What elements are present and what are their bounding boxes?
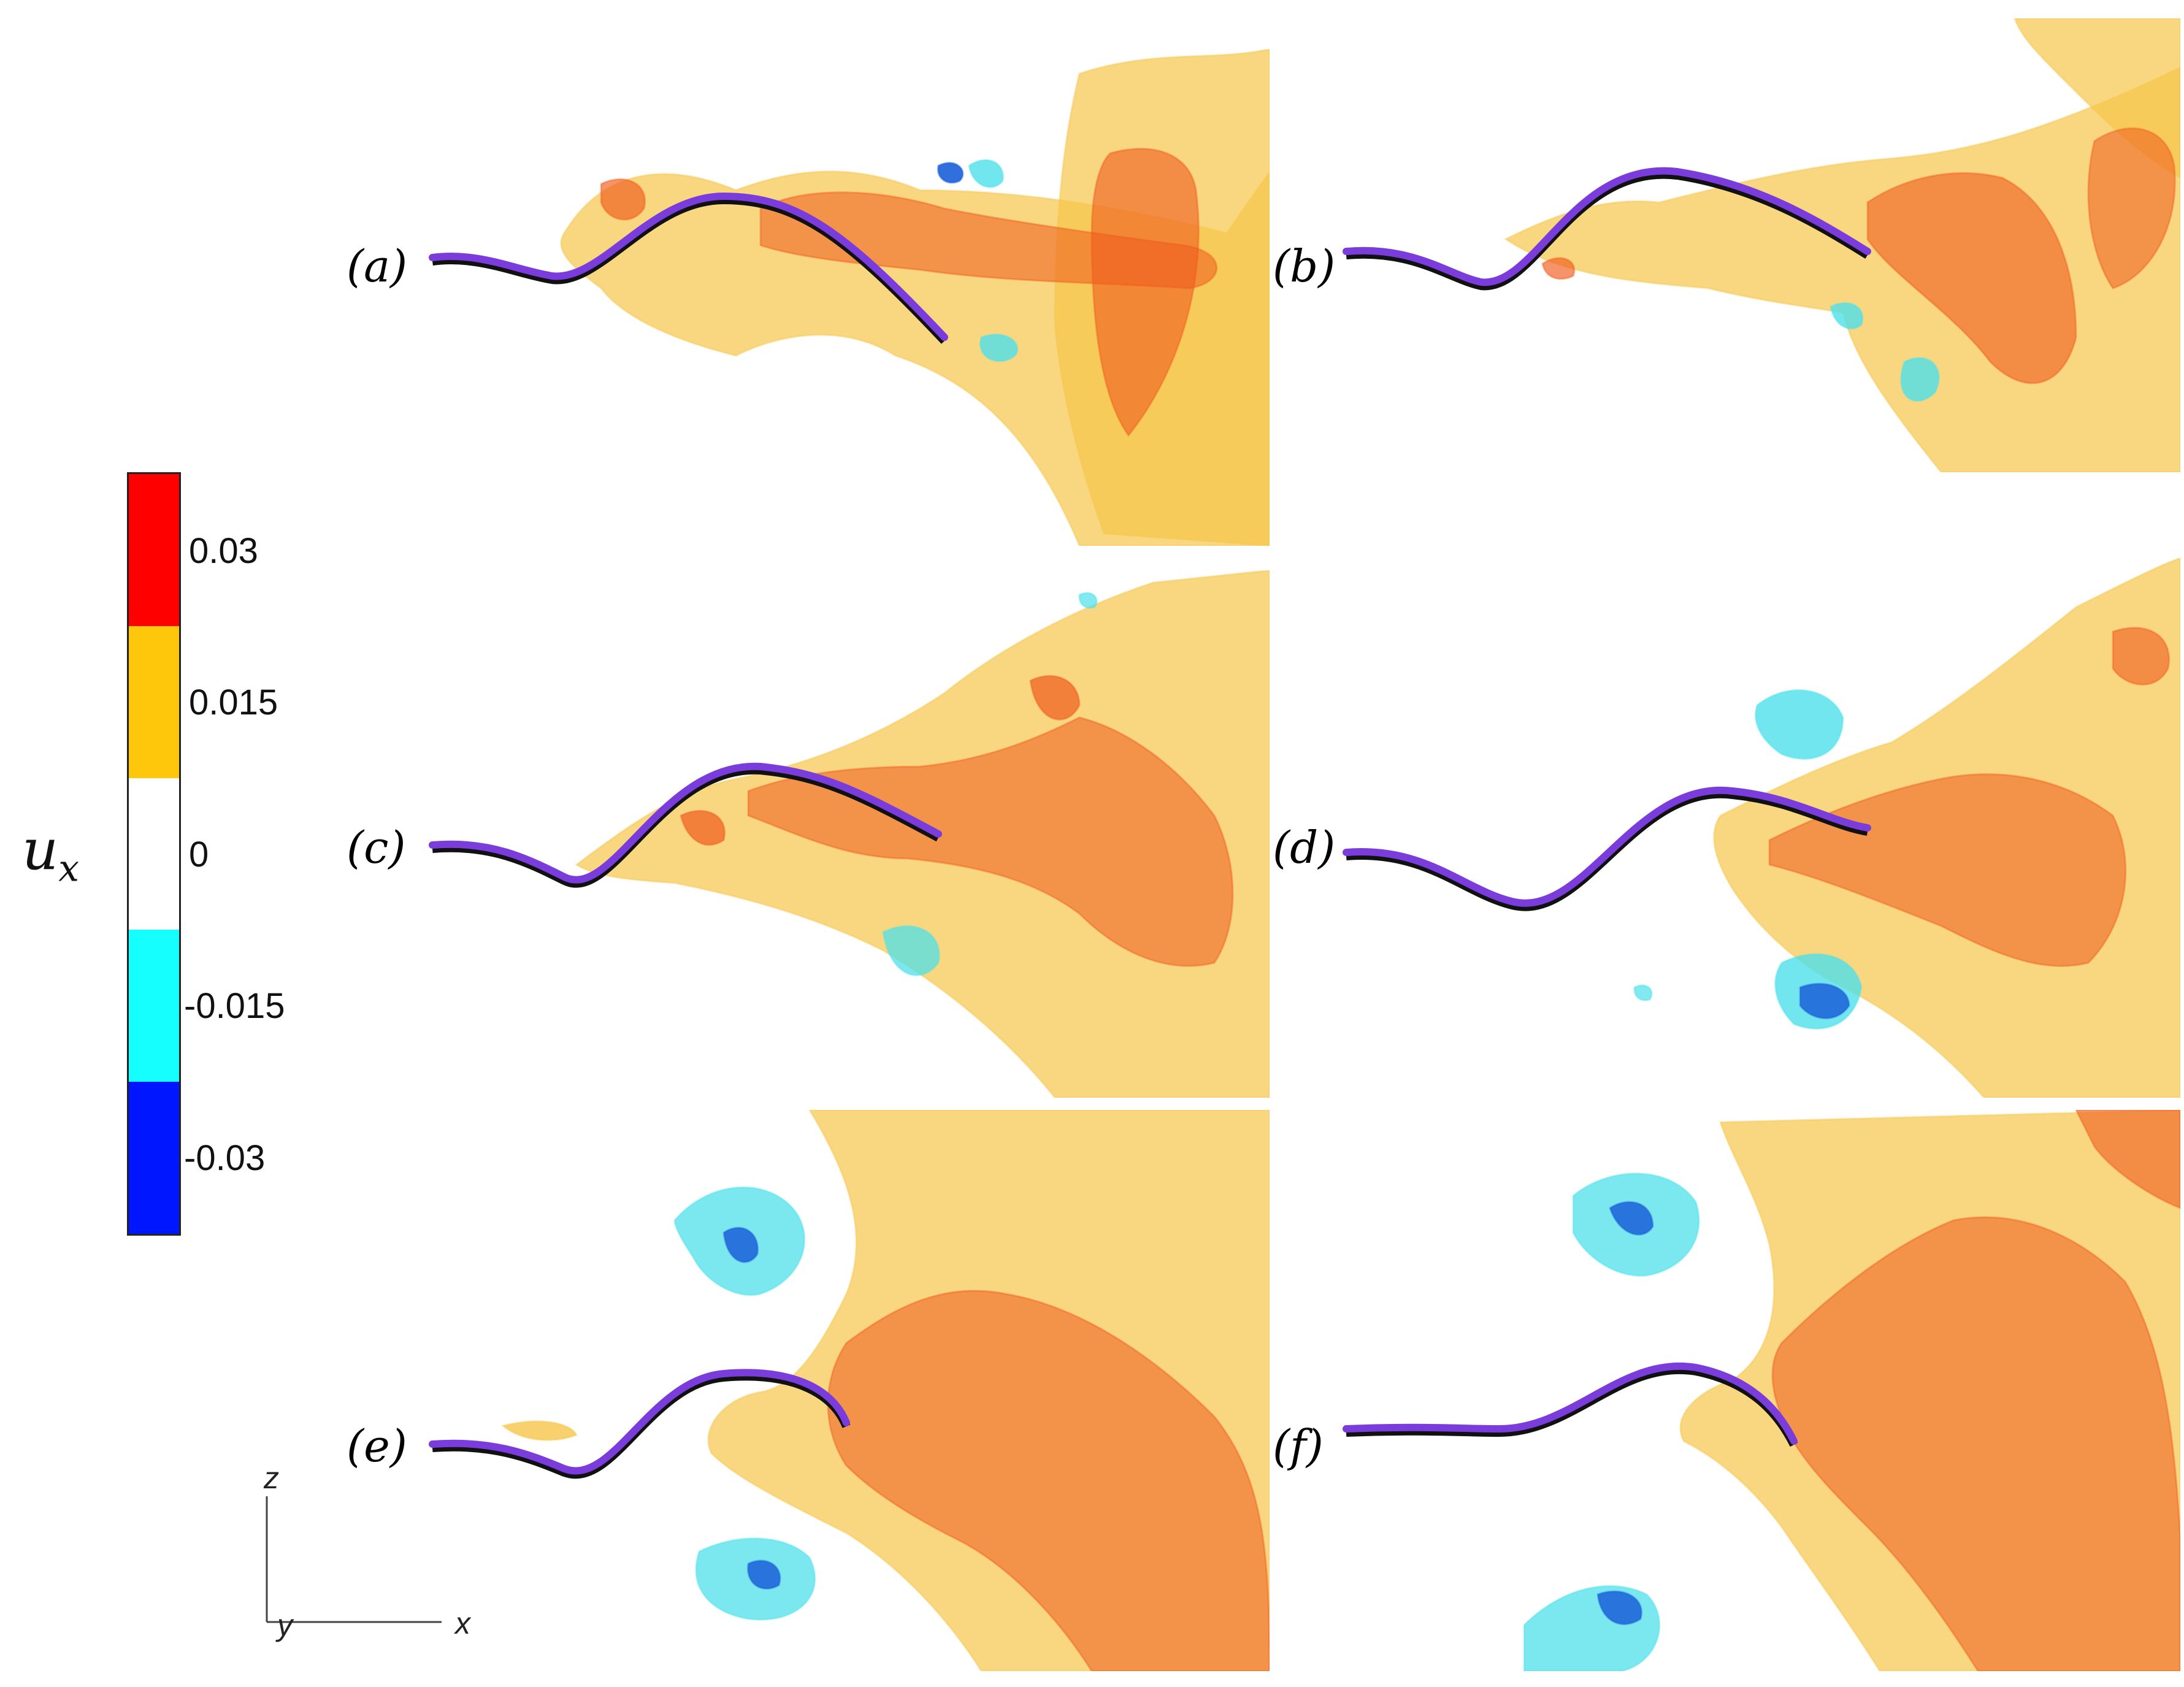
isosurface-negative-low-a-5: [979, 334, 1019, 362]
panel-label-c: (c): [347, 822, 406, 873]
panel-f-art: [1343, 1110, 2180, 1671]
panel-e-art: [429, 1110, 1270, 1671]
colorbar-tick-1: 0.03: [189, 531, 258, 571]
isosurface-negative-low-f-5: [1523, 1585, 1661, 1671]
isosurface-negative-low-a-6: [968, 159, 1005, 188]
colorbar: [127, 472, 181, 1236]
isosurface-negative-low-d-6: [1633, 984, 1653, 1001]
isosurface-negative-low-b-5: [1830, 302, 1864, 330]
flexible-body-a: [429, 192, 948, 341]
isosurface-negative-high-e-5: [747, 1559, 781, 1590]
colorbar-segment-2: [129, 625, 179, 778]
colorbar-segment-1: [129, 474, 179, 626]
axis-z-label: z: [264, 1461, 279, 1495]
colorbar-segment-4: [129, 930, 179, 1082]
isosurface-negative-low-d-3: [1754, 689, 1844, 760]
panel-a-art: [429, 49, 1270, 546]
colorbar-title: ux: [22, 817, 80, 890]
isosurface-positive-high-f-1: [1771, 1216, 2180, 1671]
panel-f: [1340, 1110, 2180, 1671]
isosurface-positive-high-b-2: [1866, 172, 2077, 384]
isosurface-positive-low-b-0: [1504, 66, 2180, 472]
flexible-body-c: [429, 762, 942, 884]
panel-b: [1340, 18, 2180, 472]
isosurface-positive-high-d-1: [1768, 773, 2127, 967]
isosurface-positive-low-e-6: [500, 1420, 578, 1441]
isosurface-negative-high-f-4: [1609, 1201, 1654, 1236]
panel-label-a: (a): [347, 240, 408, 292]
isosurface-positive-high-c-1: [747, 716, 1234, 967]
isosurface-positive-high-f-2: [2075, 1110, 2180, 1209]
flexible-body-f: [1343, 1362, 1798, 1445]
isosurface-positive-high-d-2: [2112, 627, 2170, 686]
isosurface-positive-high-c-3: [680, 809, 726, 846]
flexible-body-d: [1343, 786, 1871, 907]
panel-label-e: (e): [347, 1420, 407, 1472]
isosurface-negative-high-a-7: [937, 161, 964, 184]
colorbar-segment-3: [129, 778, 179, 930]
isosurface-negative-high-e-3: [722, 1226, 759, 1263]
isosurface-positive-high-a-3: [1090, 148, 1200, 437]
colorbar-tick-4: -0.015: [184, 986, 285, 1026]
colorbar-tick-5: -0.03: [184, 1138, 266, 1178]
isosurface-negative-high-d-5: [1799, 982, 1850, 1020]
panel-d-art: [1343, 558, 2180, 1098]
colorbar-segment-5: [129, 1082, 179, 1234]
axes-triad: [266, 1496, 442, 1623]
flexible-body-b: [1343, 167, 1871, 286]
axis-y-label: y: [277, 1608, 293, 1642]
isosurface-positive-high-b-3: [2087, 127, 2176, 289]
panel-c: [417, 570, 1270, 1098]
panel-b-art: [1343, 18, 2180, 472]
panel-label-b: (b): [1273, 240, 1336, 292]
isosurface-positive-high-e-1: [827, 1290, 1270, 1671]
isosurface-positive-high-b-4: [1541, 257, 1576, 280]
isosurface-negative-high-f-6: [1596, 1590, 1642, 1626]
colorbar-tick-3: 0: [189, 835, 209, 874]
isosurface-negative-low-b-6: [1900, 357, 1940, 402]
colorbar-tick-2: 0.015: [189, 683, 278, 722]
axis-x-label: x: [455, 1606, 470, 1640]
isosurface-positive-high-a-4: [600, 178, 646, 221]
panel-label-f: (f): [1273, 1420, 1324, 1472]
flexible-body-e: [429, 1369, 850, 1475]
panel-d: [1340, 558, 2180, 1098]
isosurface-negative-low-c-4: [882, 925, 940, 976]
panel-c-art: [429, 570, 1270, 1098]
isosurface-positive-high-c-2: [1029, 675, 1081, 721]
panel-a: [417, 49, 1270, 546]
isosurface-negative-low-c-5: [1078, 592, 1098, 609]
panel-e: [417, 1110, 1270, 1671]
panel-label-d: (d): [1273, 822, 1336, 873]
